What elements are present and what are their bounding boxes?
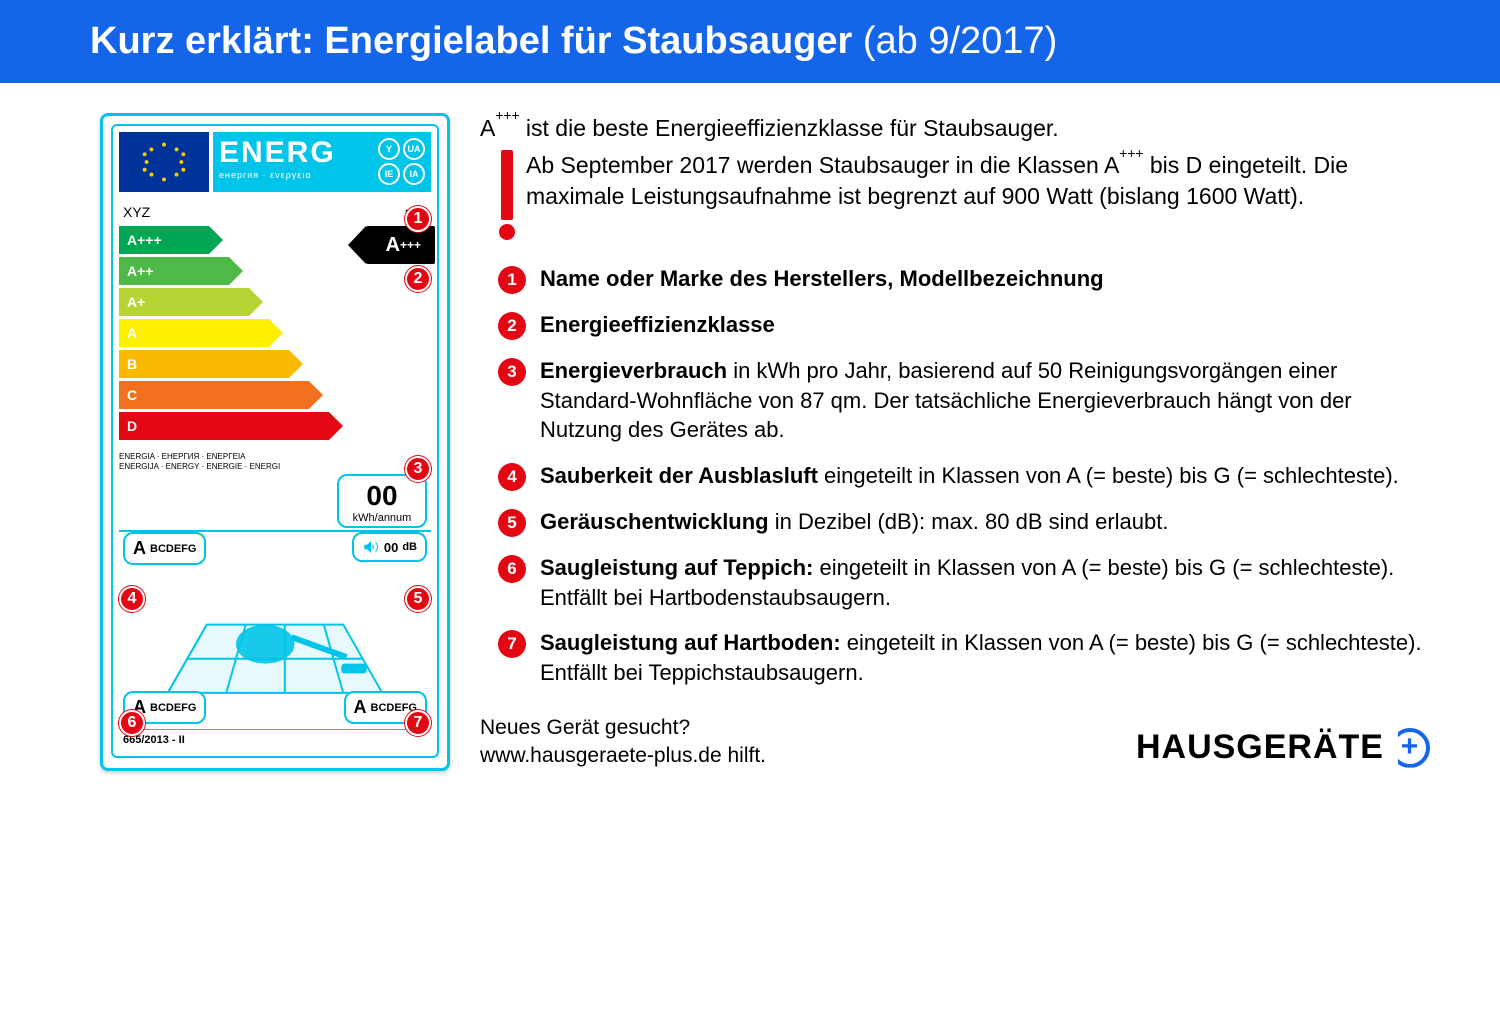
legend-number: 4 [498, 463, 526, 491]
efficiency-bars: A+++A++A+ABCDA+++ [119, 226, 431, 440]
hausgeraete-logo: HAUSGERÄTE + [1136, 725, 1430, 771]
callout-5: 5 [405, 586, 431, 612]
footer-row: Neues Gerät gesucht? www.hausgeraete-plu… [480, 714, 1430, 771]
lang-badges: Y UA IE IA [378, 138, 425, 185]
callout-6: 6 [119, 710, 145, 736]
legend-item: 4 Sauberkeit der Ausblasluft eingeteilt i… [498, 461, 1430, 491]
legend-item: 7 Saugleistung auf Hartboden: eingeteilt … [498, 628, 1430, 687]
energy-label: ENERG енергия · ενεργεια Y UA IE IA XYZ … [100, 113, 450, 771]
efficiency-bar: A++ [119, 257, 229, 285]
legend-number: 1 [498, 266, 526, 294]
kwh-box: 00 kWh/annum [337, 474, 427, 528]
legend-number: 7 [498, 630, 526, 658]
legend-number: 2 [498, 312, 526, 340]
intro-line: A+++ ist die beste Energieeffizienzklass… [480, 113, 1430, 144]
regulation-number: 665/2013 - II [123, 729, 423, 746]
efficiency-bar: D [119, 412, 329, 440]
legend-item: 3 Energieverbrauch in kWh pro Jahr, basie… [498, 356, 1430, 445]
legend-item: 6 Saugleistung auf Teppich: eingeteilt in… [498, 553, 1430, 612]
callout-3: 3 [405, 456, 431, 482]
alert-box: Ab September 2017 werden Staubsauger in … [498, 150, 1430, 240]
lang-badge: Y [378, 138, 400, 160]
legend-text: Geräuschentwicklung in Dezibel (dB): max… [540, 507, 1430, 537]
legend-text: Sauberkeit der Ausblasluft eingeteilt in… [540, 461, 1430, 491]
vacuum-illustration: ABCDEFG 00dB [119, 530, 431, 750]
sound-icon [362, 538, 380, 556]
energ-banner: ENERG енергия · ενεργεια Y UA IE IA [213, 132, 431, 192]
brand: XYZ [123, 204, 150, 220]
legend-item: 1 Name oder Marke des Herstellers, Modell… [498, 264, 1430, 294]
title-light: (ab 9/2017) [863, 20, 1057, 62]
efficiency-bar: C [119, 381, 309, 409]
brand-model-row: XYZ abc [119, 202, 431, 226]
exclamation-icon [498, 150, 516, 240]
legend-item: 5 Geräuschentwicklung in Dezibel (dB): ma… [498, 507, 1430, 537]
legend-number: 5 [498, 509, 526, 537]
lang-badge: UA [403, 138, 425, 160]
rating-pointer: A+++ [366, 226, 435, 264]
efficiency-bar: A+++ [119, 226, 209, 254]
efficiency-bar: A+ [119, 288, 249, 316]
energy-multilang: ENERGIA · ЕНЕРГИЯ · ΕΝΕΡΓΕΙΑ ENERGIJA · … [119, 452, 431, 471]
lang-badge: IE [378, 163, 400, 185]
explanation-column: A+++ ist die beste Energieeffizienzklass… [480, 113, 1430, 771]
legend-number: 6 [498, 555, 526, 583]
legend-text: Saugleistung auf Hartboden: eingeteilt i… [540, 628, 1430, 687]
plus-icon: + [1390, 728, 1430, 768]
callout-1: 1 [405, 206, 431, 232]
efficiency-bar: A [119, 319, 269, 347]
legend-text: Name oder Marke des Herstellers, Modellb… [540, 264, 1430, 294]
legend-number: 3 [498, 358, 526, 386]
legend-item: 2 Energieeffizienzklasse [498, 310, 1430, 340]
callout-2: 2 [405, 266, 431, 292]
footer-text: Neues Gerät gesucht? www.hausgeraete-plu… [480, 714, 766, 771]
eu-flag-icon [119, 132, 209, 192]
energy-label-inner: ENERG енергия · ενεργεια Y UA IE IA XYZ … [111, 124, 439, 758]
title-bold: Kurz erklärt: Energielabel für Staubsaug… [90, 20, 852, 62]
legend-text: Energieverbrauch in kWh pro Jahr, basier… [540, 356, 1430, 445]
lang-badge: IA [403, 163, 425, 185]
dust-class-box: ABCDEFG [123, 532, 206, 565]
efficiency-bar: B [119, 350, 289, 378]
legend-text: Energieeffizienzklasse [540, 310, 1430, 340]
alert-text: Ab September 2017 werden Staubsauger in … [526, 150, 1430, 240]
callout-4: 4 [119, 586, 145, 612]
kwh-unit: kWh/annum [341, 512, 423, 524]
legend-list: 1 Name oder Marke des Herstellers, Modell… [498, 264, 1430, 688]
callout-7: 7 [405, 710, 431, 736]
noise-box: 00dB [352, 532, 427, 562]
kwh-value: 00 [341, 480, 423, 512]
legend-text: Saugleistung auf Teppich: eingeteilt in … [540, 553, 1430, 612]
title-bar: Kurz erklärt: Energielabel für Staubsaug… [0, 0, 1500, 83]
